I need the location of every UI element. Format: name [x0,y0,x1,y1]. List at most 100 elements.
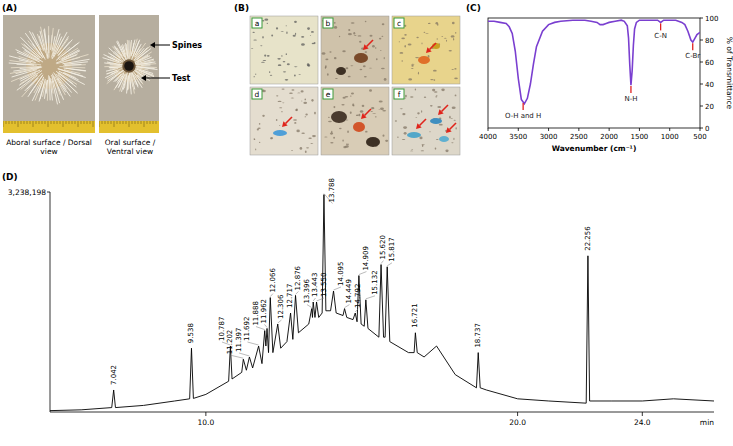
micrograph-letter: f [398,90,401,99]
peak-label: 11.888 [252,301,260,326]
speck [381,36,383,37]
speck [294,122,296,124]
peak-leader [230,355,243,358]
spine [62,59,89,63]
arrow-head [361,113,367,119]
speck [328,121,332,122]
speck [298,74,301,76]
spine [130,42,131,59]
speck [294,66,298,68]
speck [360,69,363,71]
y-tick-label: 3,238,198 [8,188,46,197]
x-tick-label: 4000 [479,133,497,141]
peak-leader [355,309,358,312]
speck [451,69,454,71]
speck [352,104,354,107]
ruler [3,121,95,133]
peristome [122,59,135,72]
speck [325,58,328,60]
speck [301,36,304,38]
spine [117,42,125,57]
speck [446,40,447,42]
peak-leader [307,305,312,308]
speck [359,41,361,43]
speck [379,109,380,111]
peak-label: 13.788 [328,178,336,203]
peak-leader [247,342,258,345]
speck [424,32,426,33]
arrow-shaft [420,119,426,125]
speck [350,96,351,97]
x-tick-label: 2000 [600,133,618,141]
peak-label: 13.443 [311,273,319,298]
speck [380,50,382,52]
spine [58,74,78,93]
speck [348,76,351,78]
speck [421,110,422,113]
ruler-tick [18,121,19,127]
speck [305,113,307,115]
speck [269,71,270,73]
speck [348,29,350,31]
ruler-tick [15,121,16,124]
speck [347,131,349,133]
arrow [426,43,436,53]
x-tick-label: 500 [693,133,706,141]
arrow-head [363,44,369,50]
photo [3,15,95,133]
speck [452,107,456,109]
speck [308,138,311,140]
annotation-marker [692,43,693,50]
ruler-tick [51,121,52,124]
peak-leader [366,296,375,299]
ruler-tick [33,121,34,127]
speck [455,95,457,97]
particle [430,118,442,124]
x-axis-title: min [700,418,714,427]
speck [455,32,456,34]
ruler-tick [42,121,43,124]
speck [401,37,405,39]
speck [432,89,435,92]
speck [255,149,256,151]
speck [382,135,384,137]
speck [334,22,336,24]
speck [262,90,266,93]
micrograph: c [392,16,460,84]
peak-label: 11.692 [243,317,251,342]
speck [433,79,435,81]
speck [296,130,299,133]
speck [404,132,407,135]
x-tick-label: 3500 [509,133,527,141]
spine [133,46,149,61]
spine [17,75,38,91]
speck [310,34,311,36]
peak-leader [317,298,324,301]
speck [327,73,329,76]
arrow-shaft [365,109,371,115]
speck [314,112,316,115]
speck [301,132,305,134]
y-tick [700,106,703,107]
speck [437,38,438,39]
arrow-head [141,75,146,81]
panel-letter: (A) [2,3,17,13]
speck [341,104,344,106]
peak-label: 16.721 [411,303,419,328]
speck [428,23,430,24]
speck [415,89,416,91]
arrow-shaft [286,117,292,123]
speck [410,96,413,97]
ruler-tick [60,121,61,124]
ruler-tick [54,121,55,124]
micrograph-tag [252,89,262,99]
peak-leader [264,324,267,327]
arrow-head [150,42,155,48]
spine [47,75,48,101]
peak-label: 12.066 [269,268,277,293]
arrow [363,40,373,50]
micrograph: f [392,87,460,155]
photo-bg [99,15,159,133]
spine [61,51,80,61]
speck [424,97,426,98]
